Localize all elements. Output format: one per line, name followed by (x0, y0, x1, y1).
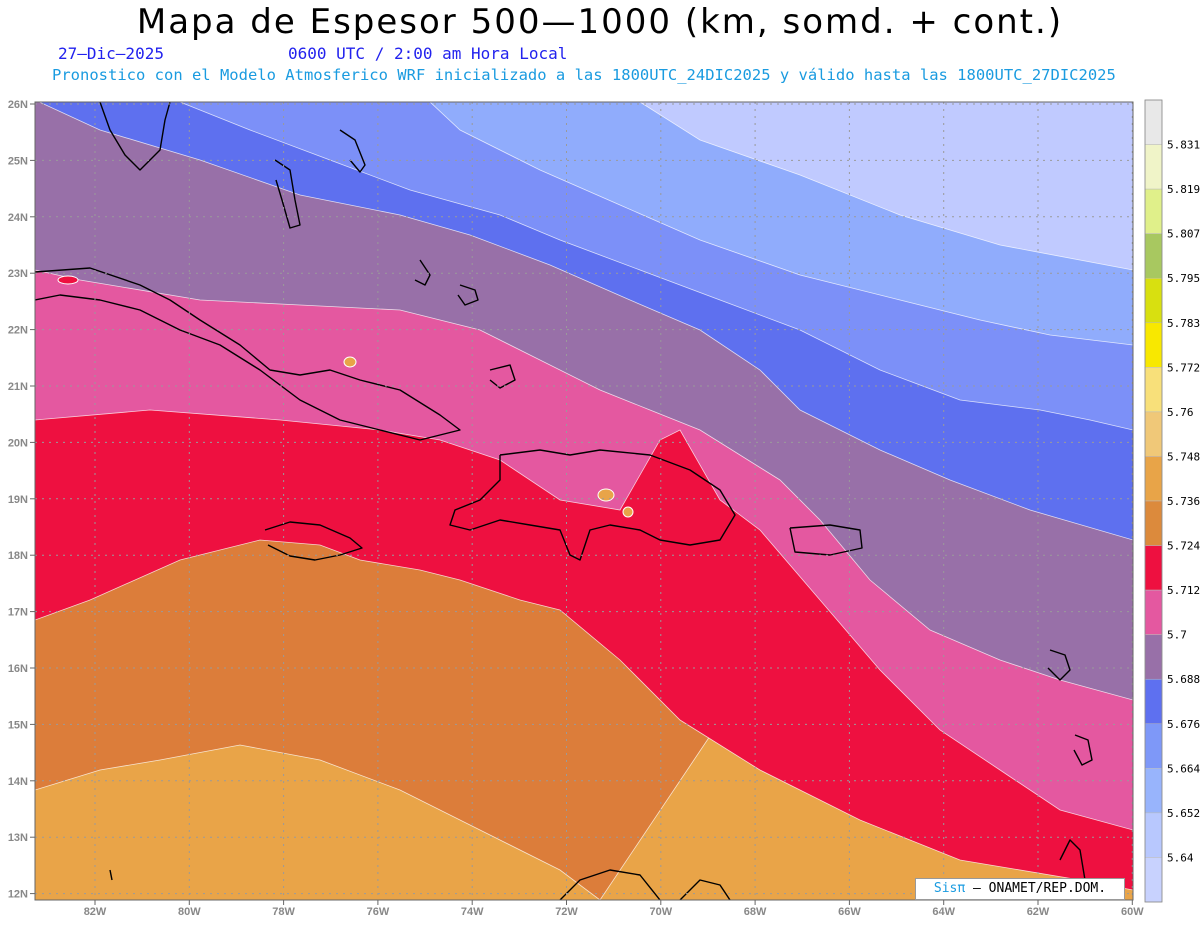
colorbar-swatch (1144, 589, 1163, 635)
colorbar-swatch (1144, 634, 1163, 680)
colorbar-label: 5.64 (1167, 851, 1194, 864)
colorbar-label: 5.831 (1167, 139, 1200, 152)
colorbar-label: 5.736 (1167, 495, 1200, 508)
colorbar-label: 5.783 (1167, 317, 1200, 330)
colorbar-label: 5.772 (1167, 361, 1200, 374)
coastlines (35, 102, 1093, 900)
colorbar-swatch (1144, 411, 1163, 457)
colorbar-swatch (1144, 277, 1163, 324)
colorbar-label: 5.7 (1167, 629, 1187, 642)
lat-label: 13N (8, 832, 28, 844)
lat-label: 17N (8, 607, 28, 619)
lat-label: 12N (8, 889, 28, 901)
colorbar-label: 5.76 (1167, 406, 1194, 419)
lon-label: 76W (367, 906, 390, 918)
colorbar-label: 5.748 (1167, 450, 1200, 463)
map-frame (34, 101, 1134, 901)
colorbar-label: 5.724 (1167, 540, 1200, 553)
colorbar-swatch (1144, 723, 1163, 769)
lon-label: 80W (178, 906, 201, 918)
latitude-labels: 26N 25N 24N 23N 22N 21N 20N 19N 18N 17N 16N 15N 14N 1… (8, 99, 35, 901)
valid-date: 27—Dic—2025 (58, 44, 164, 63)
colorbar-swatch (1144, 456, 1163, 502)
forecast-description: Pronostico con el Modelo Atmosferico WRF… (52, 66, 1116, 84)
graticule (35, 102, 1133, 900)
lon-label: 82W (84, 906, 107, 918)
colorbar-swatch (1144, 144, 1163, 190)
lon-label: 68W (744, 906, 767, 918)
lat-label: 15N (8, 719, 28, 731)
colorbar-label: 5.807 (1167, 228, 1200, 241)
colorbar-label: 5.664 (1167, 762, 1200, 775)
lon-label: 64W (932, 906, 955, 918)
lon-label: 70W (649, 906, 672, 918)
colorbar-label: 5.712 (1167, 584, 1200, 597)
colorbar-swatch (1144, 768, 1163, 814)
colorbar-swatch (1144, 367, 1163, 413)
lat-label: 14N (8, 776, 28, 788)
colorbar-label: 5.652 (1167, 807, 1200, 820)
colorbar-swatch (1144, 322, 1163, 368)
colorbar-label: 5.676 (1167, 718, 1200, 731)
colorbar-swatch (1144, 812, 1163, 858)
credit-box: Sisπ – ONAMET/REP.DOM. (915, 878, 1125, 900)
colorbar-swatch (1144, 99, 1163, 145)
lon-label: 66W (838, 906, 861, 918)
lon-label: 62W (1027, 906, 1050, 918)
colorbar-swatch (1144, 678, 1163, 725)
lat-label: 23N (8, 268, 28, 280)
colorbar-swatch (1144, 188, 1163, 234)
colorbar-label: 5.819 (1167, 183, 1200, 196)
colorbar-label: 5.795 (1167, 272, 1200, 285)
lat-label: 19N (8, 494, 28, 506)
map-title: Mapa de Espesor 500—1000 (km, somd. + co… (136, 2, 1064, 42)
lon-label: 74W (461, 906, 484, 918)
colorbar-swatch (1144, 857, 1163, 903)
lat-label: 20N (8, 437, 28, 449)
lat-label: 24N (8, 212, 28, 224)
thickness-bands (35, 102, 1133, 900)
colorbar-swatch (1144, 545, 1163, 591)
colorbar-swatch (1144, 500, 1163, 546)
credit-sis: Sisπ (933, 881, 966, 896)
credit-text: – ONAMET/REP.DOM. (973, 881, 1107, 896)
lon-label: 60W (1121, 906, 1144, 918)
colorbar-label: 5.688 (1167, 673, 1200, 686)
colorbar: 5.831 5.819 5.807 5.795 5.783 5.772 5.76 5.748 5… (1144, 99, 1200, 903)
valid-time: 0600 UTC / 2:00 am Hora Local (288, 44, 568, 63)
lat-label: 22N (8, 325, 28, 337)
lon-label: 72W (555, 906, 578, 918)
lat-label: 21N (8, 381, 28, 393)
longitude-labels: 82W 80W 78W 76W 74W 72W 70W 68W 66W 64W 62W 60W (84, 900, 1144, 918)
lat-label: 25N (8, 155, 28, 167)
lon-label: 78W (272, 906, 295, 918)
colorbar-swatch (1144, 233, 1163, 279)
lat-label: 18N (8, 550, 28, 562)
lat-label: 16N (8, 663, 28, 675)
lat-label: 26N (8, 99, 28, 111)
